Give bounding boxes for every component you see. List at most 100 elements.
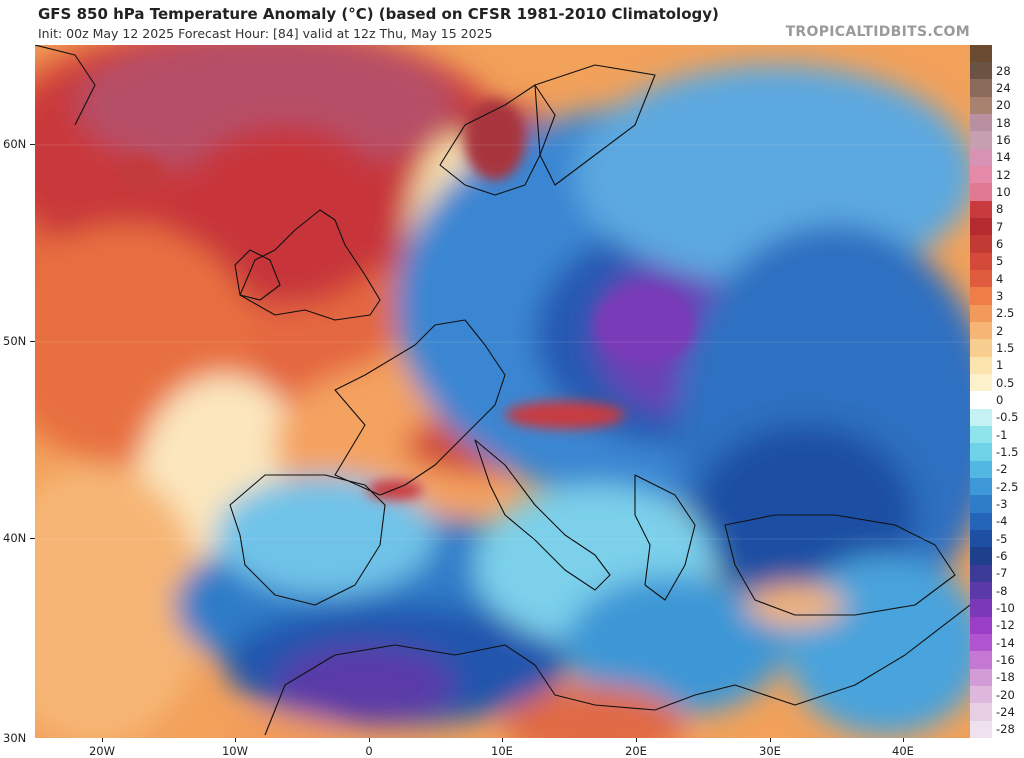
colorbar-swatch <box>970 686 992 704</box>
colorbar-swatch <box>970 391 992 410</box>
colorbar-label: 16 <box>996 133 1011 147</box>
colorbar-swatch <box>970 166 992 184</box>
lon-label-10e: 10E <box>491 744 513 758</box>
colorbar-label: -2.5 <box>996 479 1019 494</box>
colorbar-swatch <box>970 530 992 548</box>
colorbar-label: 24 <box>996 81 1011 95</box>
colorbar-swatch <box>970 564 992 583</box>
colorbar-label: -1 <box>996 427 1008 442</box>
colorbar-swatch <box>970 478 992 496</box>
colorbar-label: 1 <box>996 358 1004 373</box>
colorbar-label: -28 <box>996 722 1015 737</box>
colorbar-label: 8 <box>996 202 1004 217</box>
colorbar-label: -6 <box>996 549 1008 563</box>
colorbar-swatch <box>970 339 992 358</box>
colorbar-swatch <box>970 703 992 722</box>
colorbar-label: 2 <box>996 323 1004 338</box>
colorbar-label: 14 <box>996 150 1011 165</box>
lon-label-0: 0 <box>365 744 373 758</box>
colorbar-swatch <box>970 547 992 566</box>
lat-label-40n: 40N <box>3 531 27 545</box>
lon-tick <box>636 738 637 742</box>
lat-label-30n: 30N <box>3 731 27 745</box>
colorbar-swatch <box>970 114 992 132</box>
lon-label-20w: 20W <box>88 744 116 758</box>
anomaly-map <box>35 45 970 738</box>
colorbar-label: -20 <box>996 687 1015 702</box>
colorbar-swatch <box>970 374 992 392</box>
colorbar-label: -5 <box>996 531 1008 546</box>
lon-tick <box>770 738 771 742</box>
colorbar-swatch <box>970 79 992 98</box>
colorbar-swatch <box>970 287 992 306</box>
colorbar-label: -24 <box>996 705 1015 719</box>
colorbar-swatch <box>970 62 992 80</box>
colorbar-swatch <box>970 235 992 254</box>
colorbar-label: 2.5 <box>996 306 1015 321</box>
colorbar-label: 10 <box>996 185 1011 199</box>
colorbar-swatch <box>970 96 992 115</box>
coastlines <box>35 45 970 736</box>
lon-tick <box>502 738 503 742</box>
colorbar-swatch <box>970 270 992 288</box>
colorbar-swatch <box>970 148 992 167</box>
colorbar-swatch <box>970 720 992 739</box>
colorbar-label: 12 <box>996 167 1011 182</box>
colorbar-swatch <box>970 616 992 635</box>
colorbar-label: -4 <box>996 514 1008 529</box>
lon-label-20e: 20E <box>625 744 647 758</box>
colorbar <box>970 45 992 739</box>
colorbar-label: 28 <box>996 63 1011 78</box>
colorbar-label: -14 <box>996 635 1015 650</box>
colorbar-label: 5 <box>996 254 1004 269</box>
colorbar-label: -0.5 <box>996 410 1019 425</box>
lat-label-60n: 60N <box>3 137 27 151</box>
lon-label-30e: 30E <box>759 744 781 758</box>
colorbar-swatch <box>970 512 992 531</box>
colorbar-label: -12 <box>996 618 1015 633</box>
colorbar-swatch <box>970 408 992 427</box>
lat-label-50n: 50N <box>3 334 27 348</box>
colorbar-label: 3 <box>996 289 1004 303</box>
colorbar-label: -7 <box>996 566 1008 581</box>
colorbar-label: -18 <box>996 670 1015 685</box>
chart-title: GFS 850 hPa Temperature Anomaly (°C) (ba… <box>38 5 719 23</box>
colorbar-label: 6 <box>996 237 1004 251</box>
colorbar-swatch <box>970 599 992 618</box>
colorbar-swatch <box>970 495 992 514</box>
colorbar-swatch <box>970 183 992 202</box>
colorbar-label: 4 <box>996 271 1004 286</box>
colorbar-label: -3 <box>996 497 1008 511</box>
lon-tick <box>102 738 103 742</box>
colorbar-swatch <box>970 252 992 271</box>
colorbar-label: 1.5 <box>996 341 1015 355</box>
colorbar-label: -1.5 <box>996 445 1019 459</box>
lat-tick <box>30 144 35 145</box>
lon-label-40e: 40E <box>892 744 914 758</box>
anomaly-field <box>35 45 970 738</box>
colorbar-label: 7 <box>996 219 1004 234</box>
colorbar-swatch <box>970 218 992 236</box>
colorbar-swatch <box>970 443 992 462</box>
colorbar-label: -16 <box>996 653 1015 667</box>
colorbar-swatch <box>970 426 992 444</box>
lat-tick <box>30 538 35 539</box>
lat-tick <box>30 341 35 342</box>
site-watermark: TROPICALTIDBITS.COM <box>785 24 970 40</box>
colorbar-label: 0.5 <box>996 375 1015 390</box>
colorbar-swatch <box>970 460 992 479</box>
colorbar-swatch <box>970 322 992 340</box>
lon-tick <box>903 738 904 742</box>
lon-tick <box>369 738 370 742</box>
lon-label-10w: 10W <box>221 744 249 758</box>
colorbar-top-cap <box>970 45 992 62</box>
colorbar-swatch <box>970 634 992 652</box>
colorbar-swatch <box>970 582 992 600</box>
colorbar-swatch <box>970 131 992 150</box>
colorbar-swatch <box>970 356 992 375</box>
colorbar-swatch <box>970 304 992 323</box>
lon-tick <box>235 738 236 742</box>
colorbar-swatch <box>970 200 992 219</box>
forecast-info: Init: 00z May 12 2025 Forecast Hour: [84… <box>38 26 493 41</box>
colorbar-label: 20 <box>996 98 1011 113</box>
